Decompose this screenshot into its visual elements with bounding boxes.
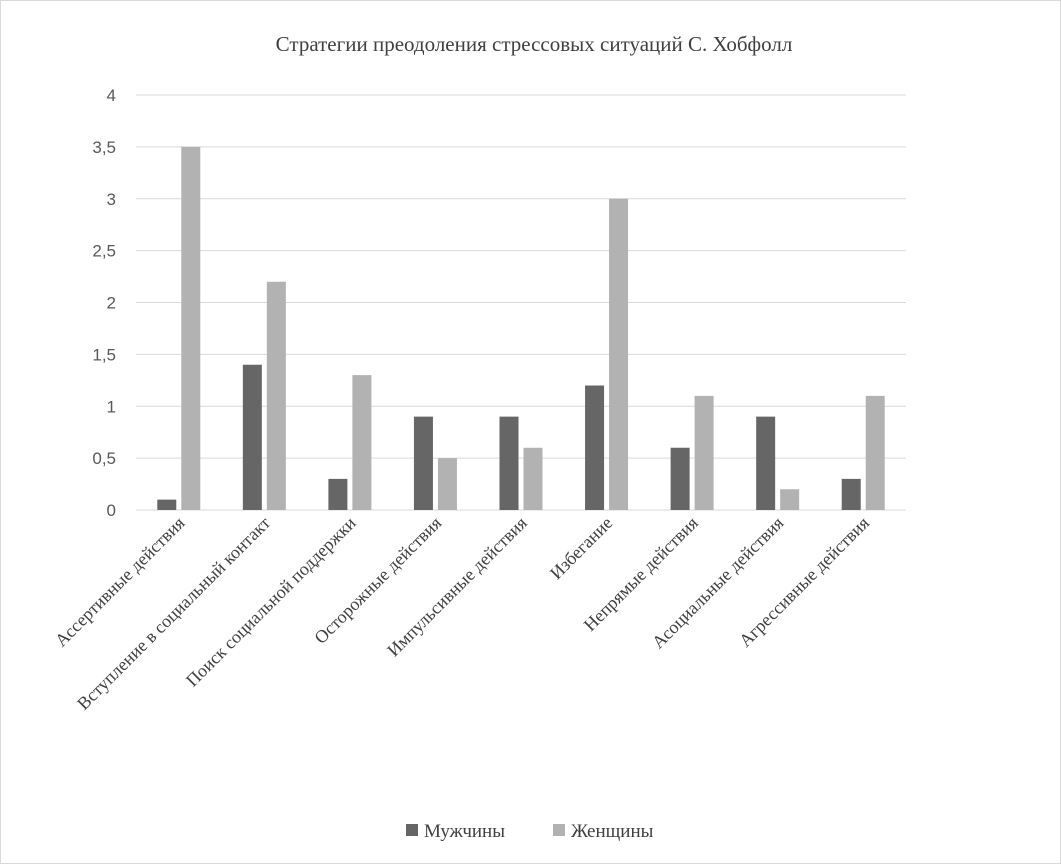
bar-men [670, 447, 690, 510]
x-category-label: Избегание [546, 513, 616, 583]
grid-lines [136, 94, 906, 511]
bar-men [499, 416, 519, 510]
legend-label: Женщины [571, 821, 654, 842]
bar-women [694, 395, 714, 510]
bar-women [780, 489, 800, 510]
bar-men [157, 499, 177, 510]
bar-men [585, 385, 605, 510]
legend-swatch [553, 824, 565, 836]
x-category-label: Поиск социальной поддержки [182, 512, 360, 690]
legend-swatch [406, 824, 418, 836]
bar-women [352, 375, 372, 510]
y-tick-label: 2 [107, 294, 116, 313]
y-tick-label: 3,5 [92, 138, 116, 157]
y-axis-ticks: 0 0,5 1 1,5 2 2,5 3 3,5 4 [92, 86, 116, 520]
bar-women [609, 198, 629, 510]
x-category-label: Импульсивные действия [383, 513, 531, 661]
bar-men [841, 478, 861, 510]
bar-men [413, 416, 433, 510]
bar-women [437, 458, 457, 510]
bar-women [523, 447, 543, 510]
chart-title: Стратегии преодоления стрессовых ситуаци… [276, 32, 793, 56]
bar-men [242, 364, 262, 510]
y-tick-label: 0,5 [92, 449, 116, 468]
y-tick-label: 1,5 [92, 345, 116, 364]
bar-women [181, 146, 201, 510]
y-tick-label: 2,5 [92, 242, 116, 261]
legend: Мужчины Женщины [406, 821, 654, 842]
y-tick-label: 4 [107, 86, 116, 105]
y-tick-label: 0 [107, 501, 116, 520]
bar-women [266, 281, 286, 510]
legend-label: Мужчины [424, 821, 505, 842]
bar-men [328, 478, 348, 510]
y-tick-label: 1 [107, 397, 116, 416]
bar-women [865, 395, 885, 510]
y-tick-label: 3 [107, 190, 116, 209]
bar-men [756, 416, 776, 510]
bars [157, 146, 885, 510]
